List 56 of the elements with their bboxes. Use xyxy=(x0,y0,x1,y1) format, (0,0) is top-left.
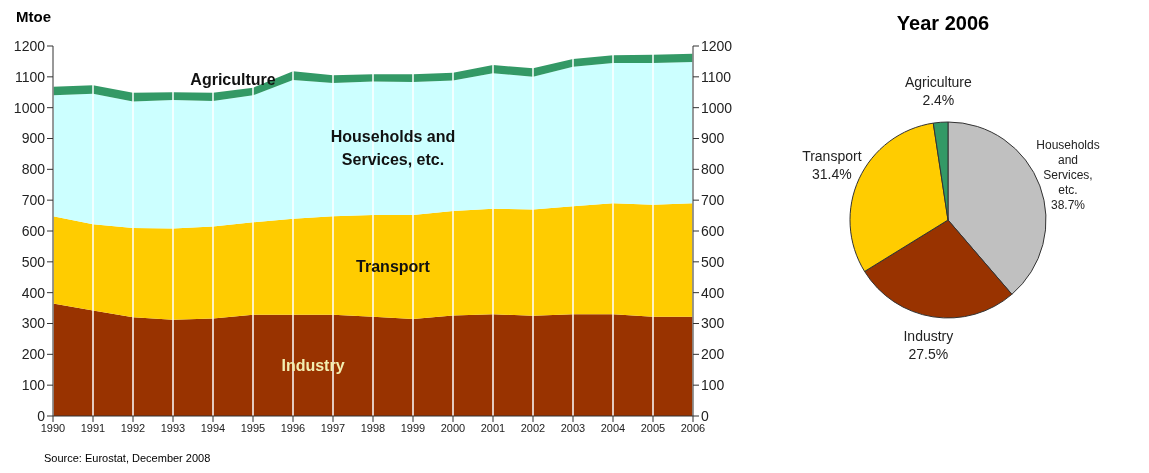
x-tick-label: 1999 xyxy=(400,421,426,434)
x-tick-label: 1997 xyxy=(320,421,346,434)
series-label: Agriculture xyxy=(189,69,277,90)
y2-tick-label: 1100 xyxy=(701,68,732,85)
y2-tick-label: 1200 xyxy=(701,37,733,54)
x-tick-label: 2006 xyxy=(680,421,706,434)
y-tick-label: 200 xyxy=(21,346,46,363)
x-tick-label: 1994 xyxy=(200,421,226,434)
y-tick-label: 700 xyxy=(21,192,46,209)
y2-tick-label: 400 xyxy=(701,284,725,301)
y-tick-label: 100 xyxy=(21,377,46,394)
x-tick-label: 2005 xyxy=(640,421,666,434)
x-tick-label: 1992 xyxy=(120,421,146,434)
slice-label: Households and Services, etc. xyxy=(1036,137,1100,197)
data-label: 38.7% xyxy=(1051,197,1086,212)
y-tick-label: 900 xyxy=(21,130,46,147)
x-tick-label: 1993 xyxy=(160,421,186,434)
x-tick-label: 1990 xyxy=(40,421,66,434)
slice-label: Industry xyxy=(903,328,954,345)
y-tick-label: 400 xyxy=(21,284,46,301)
y-axis-title: Mtoe xyxy=(15,8,52,26)
x-tick-label: 1996 xyxy=(280,421,306,434)
y2-tick-label: 700 xyxy=(701,192,725,209)
x-tick-label: 2002 xyxy=(520,421,546,434)
slice-label: Transport xyxy=(802,147,862,164)
data-label: 31.4% xyxy=(811,165,852,182)
y2-tick-label: 300 xyxy=(701,315,725,332)
slice-label: Agriculture xyxy=(904,74,973,91)
x-tick-label: 2004 xyxy=(600,421,626,434)
series-label: Households and Services, etc. xyxy=(329,127,457,171)
y-tick-label: 800 xyxy=(21,161,46,178)
data-label: 27.5% xyxy=(908,346,949,363)
y2-tick-label: 100 xyxy=(701,377,725,394)
y-tick-label: 500 xyxy=(21,253,46,270)
x-tick-label: 1998 xyxy=(360,421,386,434)
y-tick-label: 1000 xyxy=(13,99,46,116)
y2-tick-label: 0 xyxy=(701,407,709,424)
x-tick-label: 2003 xyxy=(560,421,586,434)
y2-tick-label: 200 xyxy=(701,346,725,363)
y-tick-label: 1200 xyxy=(13,37,46,54)
y-tick-label: 300 xyxy=(21,315,46,332)
y-tick-label: 600 xyxy=(21,222,46,239)
x-tick-label: 1991 xyxy=(80,421,106,434)
chart-title: Year 2006 xyxy=(895,12,991,35)
x-tick-label: 2001 xyxy=(480,421,506,434)
x-tick-label: 2000 xyxy=(440,421,466,434)
y-tick-label: 0 xyxy=(37,407,46,424)
y-tick-label: 1100 xyxy=(14,68,46,85)
data-label: 2.4% xyxy=(922,92,955,109)
source-note: Source: Eurostat, December 2008 xyxy=(43,452,212,464)
y2-tick-label: 900 xyxy=(701,130,725,147)
y2-tick-label: 800 xyxy=(701,161,725,178)
y2-tick-label: 1000 xyxy=(701,99,733,116)
y2-tick-label: 500 xyxy=(701,253,725,270)
x-tick-label: 1995 xyxy=(240,421,266,434)
y2-tick-label: 600 xyxy=(701,222,725,239)
